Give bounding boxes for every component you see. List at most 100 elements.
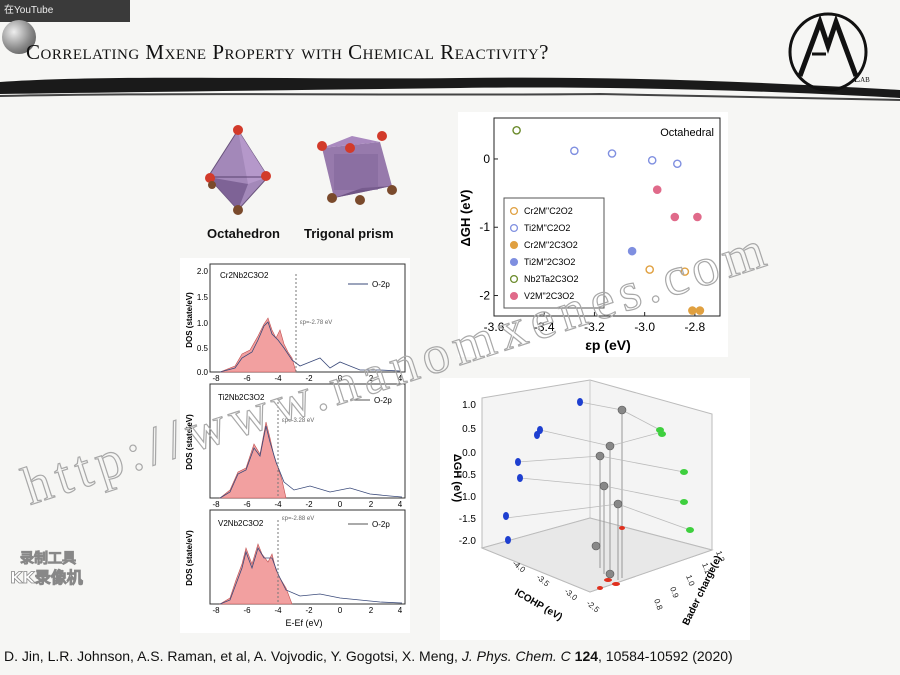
youtube-badge[interactable]: 在YouTube [0, 0, 130, 22]
red-point-4 [597, 586, 603, 590]
octahedron-structure [205, 125, 271, 215]
scatter-legend-label-2: Cr2M"2C3O2 [524, 240, 578, 250]
dos-panel-3-xtick-6: 4 [398, 606, 403, 615]
y-tick-1: 1.1 [700, 562, 712, 576]
citation: D. Jin, L.R. Johnson, A.S. Raman, et al,… [4, 648, 733, 664]
dos-panel-1-xtick-1: -6 [243, 374, 251, 383]
red-point-1 [619, 526, 625, 530]
dos-panel-2-legend: O-2p [374, 396, 392, 405]
dos-panel-2-curve [219, 425, 403, 499]
octahedron-label: Octahedron [207, 226, 280, 241]
scatter-point-s1-p1 [607, 149, 617, 158]
blue-point-1 [577, 398, 583, 406]
scatter-legend-marker-5 [509, 291, 519, 301]
gray-point-1 [617, 405, 627, 415]
dos-panel-1-formula: Cr2Nb2C3O2 [220, 271, 269, 280]
citation-pages: , 10584-10592 (2020) [598, 648, 733, 664]
y-tick-0: 1.2 [714, 550, 726, 564]
green-point-4 [680, 499, 688, 505]
dos-ylabel-1: DOS (state/eV) [185, 292, 194, 348]
logo-lab-text: Lab [854, 74, 870, 85]
z-axis-label: ΔGH (eV) [451, 454, 463, 503]
scatter-legend-label-5: V2M"2C3O2 [524, 291, 574, 301]
scatter-legend-label-0: Cr2M"C2O2 [524, 206, 573, 216]
scatter-point-s0-p1 [680, 267, 690, 276]
scatter-legend-marker-3 [509, 257, 519, 267]
blue-point-4 [515, 458, 521, 466]
citation-journal: J. Phys. Chem. C [461, 648, 571, 664]
x-axis-label: ICOHP (eV) [513, 587, 565, 623]
recorder-line2: KK录像机 [10, 568, 83, 587]
scatter-xtick-label-0: -3.6 [484, 320, 505, 334]
gray-point-5 [613, 499, 623, 509]
recorder-line1: 录制工具 [20, 550, 76, 567]
dos-ytick-2: 1.0 [197, 319, 209, 328]
scatter-legend-marker-2 [509, 240, 519, 250]
dos-panel-3-legend: O-2p [372, 520, 390, 529]
dos-panel-3-xtick-4: 0 [338, 606, 343, 615]
dos-panel-3-xtick-0: -8 [212, 606, 220, 615]
scatter-annotation: Octahedral [660, 127, 714, 139]
scatter-point-s1-p0 [570, 146, 579, 156]
dos-ytick-4: 0.0 [197, 368, 209, 377]
trigonal-prism-label: Trigonal prism [304, 226, 394, 241]
scatter-legend-label-1: Ti2M"C2O2 [524, 223, 570, 233]
dos-panel-1-fill [219, 317, 297, 373]
scatter-3d-chart: 1.0 0.5 0.0 -0.5 -1.0 -1.5 -2.0 ΔGH (eV)… [440, 378, 750, 640]
dos-panel-2-ep: εp=-3.28 eV [282, 418, 314, 424]
dos-panel-1-curve [219, 321, 401, 373]
scatter-point-s2-p0 [688, 306, 697, 315]
dos-panel-3-formula: V2Nb2C3O2 [218, 519, 264, 528]
dos-ytick-1: 1.5 [197, 293, 209, 302]
dos-panel-2-xtick-2: -4 [274, 500, 282, 509]
dos-panel-1-xtick-3: -2 [305, 374, 313, 383]
citation-authors: D. Jin, L.R. Johnson, A.S. Raman, et al,… [4, 648, 458, 664]
scatter-xtick-label-2: -3.2 [584, 320, 605, 334]
scatter-point-s3-p0 [627, 246, 637, 256]
z-tick-1: 0.5 [462, 424, 476, 435]
scatter-ytick-label-2: -2 [479, 289, 490, 303]
scatter-legend-marker-1 [509, 223, 519, 233]
dos-ylabel-3: DOS (state/eV) [185, 530, 194, 586]
dos-panel-1-xtick-6: 4 [398, 374, 403, 383]
red-point-2 [604, 578, 612, 582]
dos-panel-3-xtick-2: -4 [274, 606, 282, 615]
red-point-3 [612, 582, 620, 586]
dos-panel-1-ep: εp=-2.78 eV [300, 320, 332, 326]
dos-panel-3-xtick-5: 2 [369, 606, 374, 615]
slide-title: Correlating Mxene Property with Chemical… [26, 40, 549, 64]
blue-point-3 [534, 431, 540, 439]
dos-panel-2-xtick-4: 0 [338, 500, 343, 509]
scatter-point-s2-p1 [695, 306, 705, 315]
dos-panel-1-xtick-2: -4 [274, 374, 282, 383]
z-tick-4: -1.0 [459, 492, 477, 503]
dos-panel-1-xtick-5: 2 [369, 374, 374, 383]
dos-xlabel: E-Ef (eV) [285, 618, 322, 628]
dos-panel-3-xtick-3: -2 [305, 606, 313, 615]
scatter-legend-label-3: Ti2M"2C3O2 [524, 257, 575, 267]
scatter-xtick-label-1: -3.4 [534, 320, 555, 334]
x-tick-2: -3.0 [563, 587, 580, 603]
dos-ytick-0: 2.0 [197, 267, 209, 276]
green-point-5 [686, 527, 694, 533]
trigonal-prism-structure [317, 131, 397, 205]
scatter-ylabel: ΔGH (eV) [458, 189, 473, 246]
z-tick-5: -1.5 [459, 514, 477, 525]
citation-volume: 124 [574, 648, 599, 664]
green-point-3 [680, 469, 688, 475]
x-tick-3: -2.5 [585, 599, 602, 615]
dos-panel-3-ep: εp=-2.88 eV [282, 516, 314, 522]
z-tick-3: -0.5 [459, 470, 477, 481]
dos-panel-3-curve [219, 547, 403, 605]
dos-panel-2-xtick-3: -2 [305, 500, 313, 509]
channel-avatar[interactable] [2, 20, 36, 54]
scatter-point-s0-p0 [645, 265, 654, 274]
dos-panel-1-xtick-0: -8 [212, 374, 220, 383]
dos-panel-2-formula: Ti2Nb2C3O2 [218, 393, 265, 402]
scatter-point-s4-p0 [512, 125, 521, 135]
dos-panel-1-legend: O-2p [372, 280, 390, 289]
recorder-badge: 录制工具 KK录像机 [10, 550, 84, 588]
scatter-point-s5-p0 [652, 185, 662, 194]
green-point-2 [658, 431, 666, 437]
gray-point-7 [605, 569, 615, 579]
